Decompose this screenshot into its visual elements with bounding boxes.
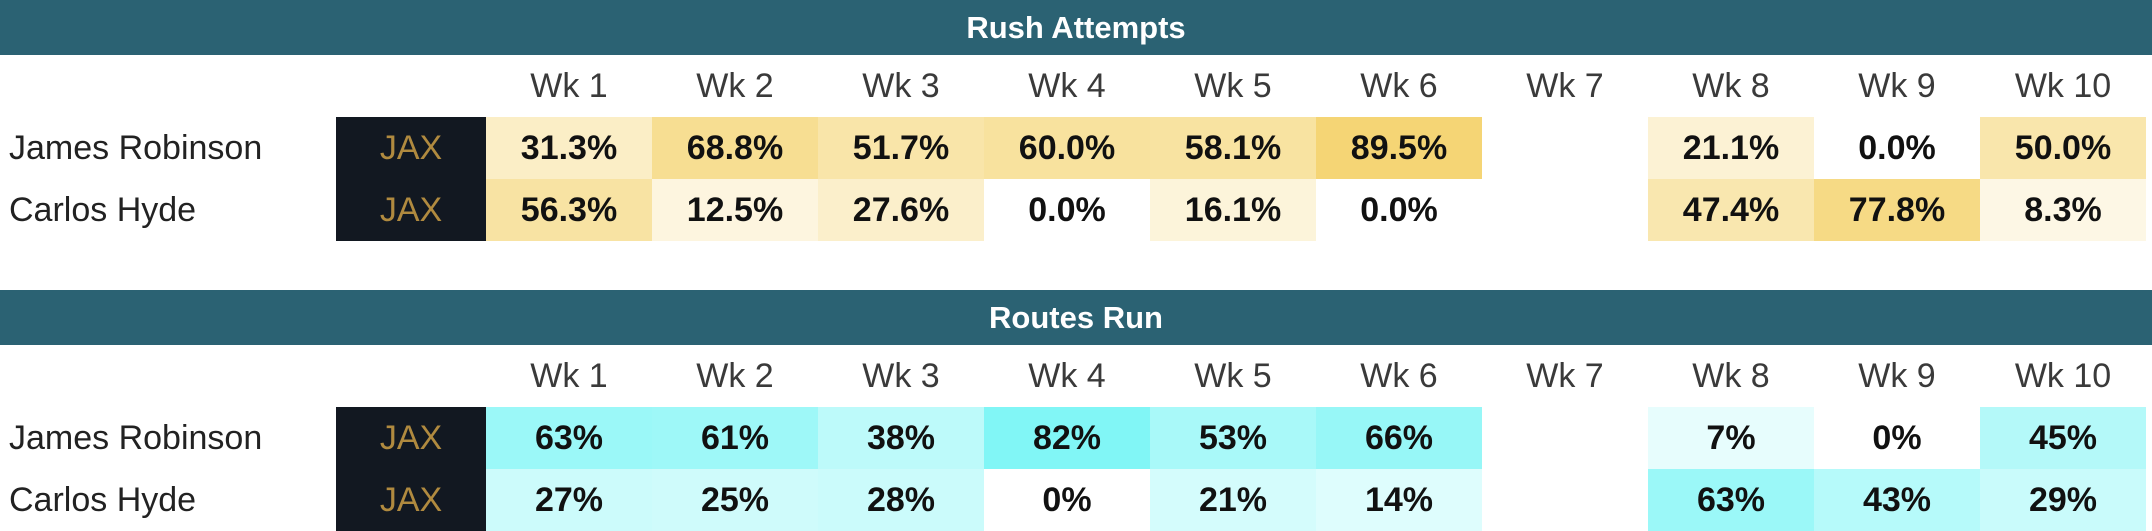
- week-header: Wk 3: [862, 356, 940, 395]
- section-routes-run: Routes Run Wk 1 Wk 2 Wk 3 Wk 4 Wk 5 Wk 6 Wk 7 Wk…: [0, 290, 2152, 531]
- stat-cell: [1482, 407, 1648, 469]
- player-row: Carlos Hyde JAX 27% 25% 28% 0% 21% 14% 63% 43% 29%: [0, 469, 2152, 531]
- team-badge: JAX: [336, 179, 486, 241]
- stat-cell: 31.3%: [486, 117, 652, 179]
- stat-cell: [1482, 469, 1648, 531]
- stat-cell: 77.8%: [1814, 179, 1980, 241]
- week-header: Wk 9: [1858, 356, 1936, 395]
- stat-cell: 28%: [818, 469, 984, 531]
- stat-cell: 45%: [1980, 407, 2146, 469]
- week-header: Wk 8: [1692, 66, 1770, 105]
- stat-cell: 8.3%: [1980, 179, 2146, 241]
- player-row: Carlos Hyde JAX 56.3% 12.5% 27.6% 0.0% 16.1% 0.…: [0, 179, 2152, 241]
- stat-cell: [1482, 117, 1648, 179]
- stat-cell: 82%: [984, 407, 1150, 469]
- stat-cell: 63%: [1648, 469, 1814, 531]
- stat-cell: 60.0%: [984, 117, 1150, 179]
- week-header: Wk 10: [2014, 356, 2112, 395]
- player-name: Carlos Hyde: [9, 480, 197, 519]
- stat-cell: 12.5%: [652, 179, 818, 241]
- week-header: Wk 3: [862, 66, 940, 105]
- stat-cell: 50.0%: [1980, 117, 2146, 179]
- stat-cell: 0.0%: [1814, 117, 1980, 179]
- stat-cell: 56.3%: [486, 179, 652, 241]
- stat-cell: 27.6%: [818, 179, 984, 241]
- stat-cell: 14%: [1316, 469, 1482, 531]
- team-badge: JAX: [336, 469, 486, 531]
- week-header: Wk 2: [696, 356, 774, 395]
- stat-cell: [1482, 179, 1648, 241]
- week-header: Wk 8: [1692, 356, 1770, 395]
- stat-cell: 63%: [486, 407, 652, 469]
- week-header: Wk 5: [1194, 356, 1272, 395]
- stat-cell: 0%: [984, 469, 1150, 531]
- stat-cell: 43%: [1814, 469, 1980, 531]
- week-header: Wk 1: [530, 66, 608, 105]
- section-rush-attempts: Rush Attempts Wk 1 Wk 2 Wk 3 Wk 4 Wk 5 Wk 6 Wk …: [0, 0, 2152, 241]
- stat-cell: 0%: [1814, 407, 1980, 469]
- stat-cell: 51.7%: [818, 117, 984, 179]
- stat-cell: 68.8%: [652, 117, 818, 179]
- section-title: Rush Attempts: [0, 0, 2152, 55]
- stat-cell: 89.5%: [1316, 117, 1482, 179]
- stat-cell: 53%: [1150, 407, 1316, 469]
- player-name: Carlos Hyde: [9, 190, 197, 229]
- stat-cell: 47.4%: [1648, 179, 1814, 241]
- week-header: Wk 7: [1526, 356, 1604, 395]
- stat-cell: 21.1%: [1648, 117, 1814, 179]
- week-header: Wk 2: [696, 66, 774, 105]
- team-badge: JAX: [336, 117, 486, 179]
- stat-cell: 61%: [652, 407, 818, 469]
- week-header: Wk 4: [1028, 356, 1106, 395]
- week-header: Wk 1: [530, 356, 608, 395]
- week-header: Wk 9: [1858, 66, 1936, 105]
- week-header: Wk 6: [1360, 66, 1438, 105]
- week-header-row: Wk 1 Wk 2 Wk 3 Wk 4 Wk 5 Wk 6 Wk 7 Wk 8 Wk 9 Wk 1…: [0, 55, 2152, 117]
- team-badge: JAX: [336, 407, 486, 469]
- week-header: Wk 6: [1360, 356, 1438, 395]
- stat-cell: 7%: [1648, 407, 1814, 469]
- stat-cell: 58.1%: [1150, 117, 1316, 179]
- player-name: James Robinson: [9, 128, 263, 167]
- week-header: Wk 10: [2014, 66, 2112, 105]
- stat-cell: 38%: [818, 407, 984, 469]
- week-header: Wk 5: [1194, 66, 1272, 105]
- stat-cell: 25%: [652, 469, 818, 531]
- week-header: Wk 7: [1526, 66, 1604, 105]
- week-header-row: Wk 1 Wk 2 Wk 3 Wk 4 Wk 5 Wk 6 Wk 7 Wk 8 Wk 9 Wk 1…: [0, 345, 2152, 407]
- week-header: Wk 4: [1028, 66, 1106, 105]
- section-title: Routes Run: [0, 290, 2152, 345]
- player-row: James Robinson JAX 63% 61% 38% 82% 53% 66% 7% 0% 4…: [0, 407, 2152, 469]
- player-row: James Robinson JAX 31.3% 68.8% 51.7% 60.0% 58.…: [0, 117, 2152, 179]
- player-name: James Robinson: [9, 418, 263, 457]
- stat-cell: 0.0%: [984, 179, 1150, 241]
- stat-cell: 0.0%: [1316, 179, 1482, 241]
- stat-cell: 29%: [1980, 469, 2146, 531]
- stat-cell: 66%: [1316, 407, 1482, 469]
- stat-cell: 21%: [1150, 469, 1316, 531]
- stat-cell: 16.1%: [1150, 179, 1316, 241]
- stat-cell: 27%: [486, 469, 652, 531]
